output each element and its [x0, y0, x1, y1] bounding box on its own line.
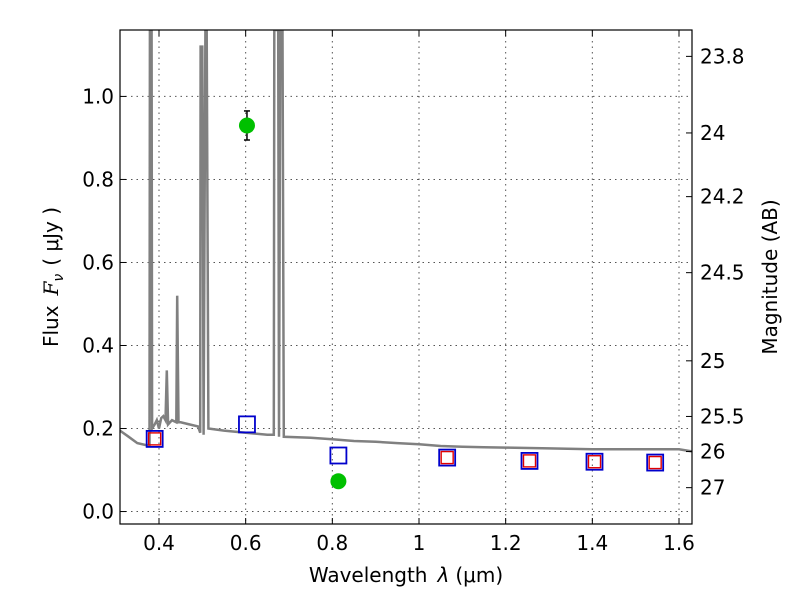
y2-tick-label: 25.5 [700, 404, 745, 428]
photometry-layer [145, 110, 665, 490]
model-point-blue [585, 452, 604, 471]
x-tick-label: 1.6 [663, 531, 695, 555]
grid-lines [120, 30, 692, 524]
y2-tick-label: 24.5 [700, 261, 745, 285]
model-point-red [440, 450, 454, 465]
y2-tick-label: 27 [700, 476, 725, 500]
x-tick-label: 1.2 [490, 531, 522, 555]
y-tick-label: 1.0 [82, 84, 114, 108]
observed-point [238, 117, 255, 134]
y2-tick-label: 26 [700, 440, 725, 464]
y2-tick-label: 23.8 [700, 44, 745, 68]
model-point-red [522, 454, 537, 468]
model-point-red [648, 455, 662, 470]
y-tick-label: 0.6 [82, 250, 114, 274]
model-point-blue [238, 415, 256, 434]
y2-axis-label: Magnitude (AB) [758, 199, 782, 354]
model-point-blue [145, 429, 164, 448]
x-tick-label: 1 [413, 531, 426, 555]
model-point-red [147, 432, 162, 446]
y-tick-label: 0.8 [82, 167, 114, 191]
x-tick-label: 0.4 [143, 531, 175, 555]
spectrum-layer [120, 30, 692, 453]
model-point-red [587, 455, 602, 469]
y-tick-label: 0.0 [82, 500, 114, 524]
y-axis-label: FluxFν( μJy ) [39, 207, 67, 347]
y-tick-label: 0.4 [82, 333, 114, 357]
plot-frame [119, 29, 693, 525]
model-point-blue [438, 448, 457, 467]
y2-tick-label: 24.2 [700, 185, 745, 209]
observed-point [330, 473, 347, 490]
y2-tick-label: 24 [700, 121, 725, 145]
model-point-blue [329, 446, 348, 465]
model-point-blue [520, 452, 539, 470]
axis-ticks: 0.4 0.6 0.8 1 1.2 1.4 1.6 0.0 0.2 0.4 0.6 0.8 1.0 23.… [82, 30, 745, 555]
x-tick-label: 0.6 [230, 531, 262, 555]
y-tick-label: 0.2 [82, 417, 114, 441]
x-axis-label: Wavelength λ (μm) [309, 563, 503, 587]
x-tick-label: 1.4 [576, 531, 608, 555]
model-point-blue [646, 453, 665, 472]
x-tick-label: 0.8 [316, 531, 348, 555]
y2-tick-label: 25 [700, 349, 725, 373]
spectrum-line [120, 30, 692, 453]
